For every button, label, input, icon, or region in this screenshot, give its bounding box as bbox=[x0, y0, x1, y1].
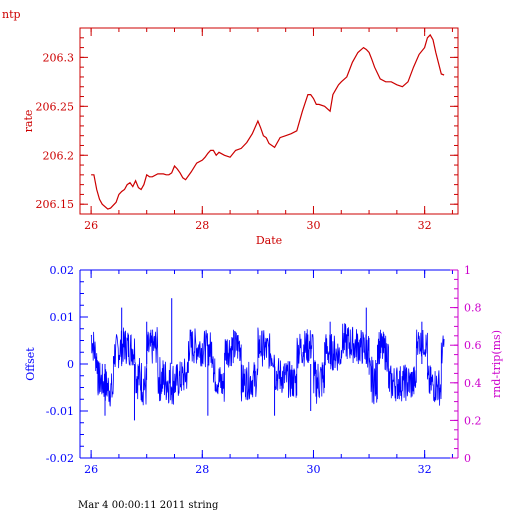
chart-title: ntp bbox=[2, 8, 21, 21]
offset-y-tick-label: -0.02 bbox=[46, 452, 74, 465]
rate-x-tick-label: 26 bbox=[84, 219, 98, 232]
rate-y-tick-label: 206.2 bbox=[43, 149, 75, 162]
rtt-y-tick-label: 1 bbox=[464, 264, 471, 277]
rtt-y-tick-label: 0.2 bbox=[464, 414, 482, 427]
rate-y-tick-label: 206.3 bbox=[43, 51, 75, 64]
rtt-y-tick-label: 0.6 bbox=[464, 339, 482, 352]
rate-x-tick-label: 30 bbox=[306, 219, 320, 232]
footer-timestamp: Mar 4 00:00:11 2011 string bbox=[78, 500, 219, 511]
offset-chart: 26 28 30 32 -0.02 -0.01 0 0.01 0.02 0 0.2 0.4 0.6 0.8… bbox=[24, 264, 503, 476]
rate-x-tick-label: 28 bbox=[195, 219, 209, 232]
offset-x-tick-label: 30 bbox=[306, 463, 320, 476]
offset-y-tick-label: -0.01 bbox=[46, 405, 74, 418]
offset-y-tick-label: 0.01 bbox=[50, 311, 75, 324]
rate-x-tick-label: 32 bbox=[418, 219, 432, 232]
rtt-y-tick-label: 0.4 bbox=[464, 377, 482, 390]
offset-y-tick-label: 0.02 bbox=[50, 264, 75, 277]
offset-x-tick-label: 28 bbox=[195, 463, 209, 476]
offset-x-tick-label: 26 bbox=[84, 463, 98, 476]
offset-y-axis-label: Offset bbox=[24, 347, 37, 381]
rate-plot-frame bbox=[79, 27, 459, 215]
rtt-y-tick-label: 0 bbox=[464, 452, 471, 465]
rate-x-axis-label: Date bbox=[256, 234, 282, 247]
offset-series-line bbox=[90, 323, 445, 407]
offset-x-tick-label: 32 bbox=[418, 463, 432, 476]
rate-y-axis-label: rate bbox=[22, 110, 35, 133]
rate-y-tick-label: 206.25 bbox=[36, 100, 75, 113]
rate-series-line bbox=[91, 33, 445, 210]
rtt-y-axis-label: rnd-trip(ms) bbox=[490, 330, 503, 398]
rtt-y-tick-label: 0.8 bbox=[464, 302, 482, 315]
rate-chart: 26 28 30 32 206.15 206.2 206.25 206.3 Date rate bbox=[22, 27, 459, 247]
rate-y-tick-label: 206.15 bbox=[36, 198, 75, 211]
offset-y-tick-label: 0 bbox=[67, 358, 74, 371]
